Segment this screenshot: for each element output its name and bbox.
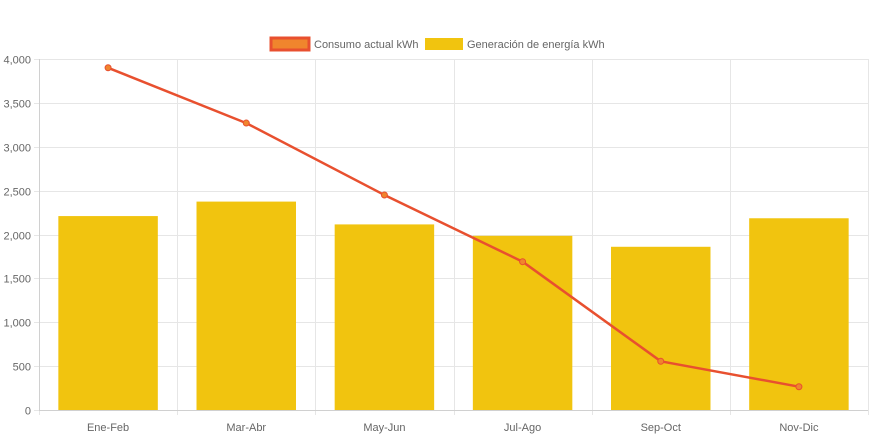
x-axis: Ene-Feb Mar-Abr May-Jun Jul-Ago Sep-Oct Nov-D…: [39, 410, 868, 434]
x-tick-label: Ene-Feb: [87, 422, 129, 434]
line-consumo: [107, 66, 800, 388]
bar-generacion: [749, 218, 849, 410]
y-tick-label: 2,000: [3, 231, 31, 243]
y-tick-label: 0: [25, 406, 31, 418]
legend-swatch-consumo[interactable]: [269, 36, 311, 52]
x-tick-label: Jul-Ago: [504, 422, 541, 434]
y-tick-label: 4,000: [3, 55, 31, 67]
bar-generacion: [196, 201, 296, 410]
legend-swatch-generacion[interactable]: [425, 38, 463, 50]
legend: Consumo actual kWh Generación de energía…: [269, 36, 605, 52]
legend-label-consumo[interactable]: Consumo actual kWh: [314, 39, 419, 51]
x-tick-label: May-Jun: [363, 422, 405, 434]
y-tick-label: 1,000: [3, 318, 31, 330]
line-series: [104, 64, 803, 391]
point-consumo: [242, 119, 250, 127]
point-consumo: [519, 258, 527, 266]
bar-generacion: [334, 224, 435, 410]
x-tick-label: Nov-Dic: [779, 422, 819, 434]
bar-generacion: [611, 246, 711, 410]
x-tick-label: Sep-Oct: [641, 422, 681, 434]
y-tick-label: 3,000: [3, 143, 31, 155]
y-axis: 0 500 1,000 1,500 2,000 2,500 3,000 3,500 4,000: [3, 55, 40, 418]
y-tick-label: 2,500: [3, 187, 31, 199]
grid-lines: [34, 59, 869, 415]
x-tick-label: Mar-Abr: [226, 422, 266, 434]
y-tick-label: 500: [13, 362, 31, 374]
point-consumo: [104, 64, 112, 72]
point-consumo: [380, 191, 388, 199]
y-tick-label: 1,500: [3, 274, 31, 286]
legend-label-generacion[interactable]: Generación de energía kWh: [467, 39, 605, 51]
y-tick-label: 3,500: [3, 99, 31, 111]
bar-generacion: [58, 216, 158, 410]
point-consumo: [795, 383, 803, 391]
point-consumo: [657, 357, 665, 365]
